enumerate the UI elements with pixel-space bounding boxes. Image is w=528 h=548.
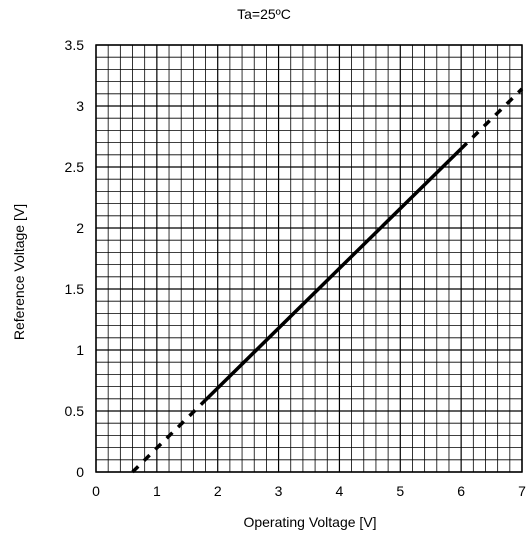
x-tick-label: 4	[336, 483, 344, 499]
x-tick-label: 3	[275, 483, 283, 499]
y-tick-label: 2.5	[65, 159, 85, 175]
series-line-dashed	[131, 398, 207, 474]
x-axis-label: Operating Voltage [V]	[243, 514, 377, 530]
y-tick-label: 3	[76, 98, 84, 114]
y-tick-label: 3.5	[65, 37, 85, 53]
y-tick-label: 2	[76, 220, 84, 236]
x-tick-label: 2	[214, 483, 222, 499]
plot-frame	[95, 44, 523, 473]
series-line-dashed	[459, 87, 524, 150]
series-line-solid	[204, 147, 463, 402]
x-tick-label: 7	[518, 483, 526, 499]
y-tick-label: 0	[76, 464, 84, 480]
x-tick-label: 5	[396, 483, 404, 499]
y-tick-label: 1.5	[65, 281, 85, 297]
x-tick-label: 0	[92, 483, 100, 499]
x-tick-label: 1	[153, 483, 161, 499]
x-tick-label: 6	[457, 483, 465, 499]
chart-title: Ta=25ºC	[237, 6, 291, 22]
y-tick-label: 1	[76, 342, 84, 358]
y-tick-label: 0.5	[65, 403, 85, 419]
y-axis-label: Reference Voltage [V]	[11, 203, 27, 341]
